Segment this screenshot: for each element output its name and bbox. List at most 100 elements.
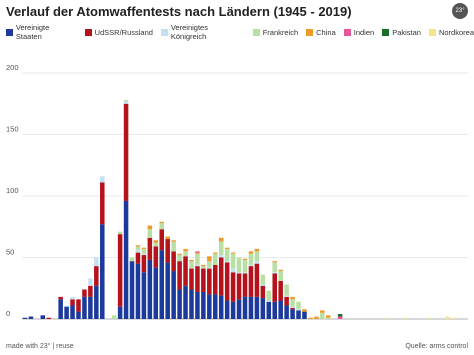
- bar-segment: [296, 310, 301, 319]
- legend-label: UdSSR/Russland: [94, 27, 153, 37]
- bar-segment: [213, 252, 218, 254]
- bar-segment: [171, 240, 176, 242]
- legend: Vereinigte Staaten UdSSR/Russland Vereinig…: [6, 23, 474, 41]
- bar-segment: [254, 261, 260, 264]
- bar-segment: [248, 264, 254, 267]
- bar-segment: [403, 317, 408, 319]
- bar-segment: [278, 280, 283, 301]
- bar-segment: [88, 296, 93, 319]
- bar-segment: [278, 271, 283, 281]
- bar-segment: [224, 300, 230, 319]
- bar-segment: [177, 289, 182, 319]
- bar-segment: [284, 305, 289, 319]
- legend-item[interactable]: Indien: [343, 23, 374, 41]
- bar-segment: [236, 273, 242, 300]
- bar-segment: [302, 309, 307, 312]
- legend-item[interactable]: UdSSR/Russland: [84, 23, 153, 41]
- bar-segment: [254, 251, 260, 262]
- bar-segment: [218, 255, 224, 258]
- bar-segment: [278, 300, 283, 319]
- legend-item[interactable]: Nordkorea: [428, 23, 474, 41]
- legend-item[interactable]: China: [306, 23, 336, 41]
- bar-segment: [290, 307, 295, 310]
- bar-segment: [64, 305, 69, 307]
- bar-segment: [76, 299, 81, 312]
- legend-item[interactable]: Pakistan: [382, 23, 421, 41]
- bar-segment: [236, 272, 242, 274]
- bar-segment: [201, 264, 206, 267]
- bar-segment: [242, 272, 248, 274]
- bar-segment: [230, 268, 236, 273]
- bar-segment: [278, 269, 283, 272]
- bar-segment: [272, 301, 277, 319]
- bar-segment: [177, 261, 182, 290]
- legend-swatch: [84, 28, 92, 36]
- bar-segment: [272, 272, 277, 274]
- footer-left[interactable]: made with 23° | reuse: [6, 343, 74, 350]
- legend-swatch: [428, 28, 436, 36]
- bar-segment: [314, 316, 319, 319]
- bar-segment: [242, 296, 248, 319]
- bar-segment: [266, 300, 272, 302]
- bar-segment: [337, 316, 343, 319]
- bar-segment: [129, 257, 135, 262]
- bar-segment: [302, 311, 307, 319]
- bar-segment: [296, 301, 301, 310]
- bar-segment: [28, 316, 34, 319]
- legend-item[interactable]: Vereinigte Staaten: [6, 23, 77, 41]
- legend-label: China: [316, 27, 336, 37]
- legend-swatch: [306, 28, 314, 36]
- bar-segment: [117, 306, 123, 319]
- legend-label: Frankreich: [262, 27, 299, 37]
- bar-segment: [320, 310, 325, 313]
- bar-segment: [147, 225, 153, 230]
- bar-segment: [46, 317, 52, 319]
- footer-source: Quelle: arms control: [405, 343, 468, 350]
- bar-segment: [260, 298, 266, 319]
- legend-label: Vereinigtes Königreich: [170, 23, 208, 41]
- bar-segment: [165, 239, 170, 263]
- bar-segment: [141, 272, 147, 319]
- bar-segment: [272, 273, 277, 302]
- bar-segment: [224, 261, 230, 263]
- bar-segment: [242, 259, 248, 273]
- bar-segment: [450, 317, 456, 319]
- bar-segment: [254, 296, 260, 319]
- bar-segment: [22, 317, 28, 319]
- bar-segment: [135, 252, 141, 264]
- legend-item[interactable]: Vereinigtes Königreich: [160, 23, 245, 41]
- bar-segment: [224, 248, 230, 262]
- bar-segment: [165, 236, 170, 240]
- bar-segment: [159, 229, 165, 251]
- legend-item[interactable]: Frankreich: [252, 23, 299, 41]
- bar-segment: [159, 250, 165, 319]
- bar-segment: [82, 289, 87, 297]
- bar-segment: [284, 296, 289, 306]
- bar-segment: [153, 240, 159, 243]
- bar-segment: [70, 299, 75, 306]
- bar-segment: [135, 250, 141, 253]
- bar-segment: [94, 285, 99, 319]
- bar-segment: [123, 101, 129, 104]
- bar-segment: [337, 314, 343, 317]
- bar-segment: [248, 296, 254, 319]
- bar-segment: [290, 309, 295, 319]
- legend-swatch: [382, 28, 390, 36]
- bar-segment: [254, 263, 260, 297]
- bar-segment: [111, 315, 117, 319]
- bar-segment: [201, 266, 206, 269]
- bar-segment: [159, 221, 165, 224]
- bar-segment: [224, 262, 230, 301]
- bar-segment: [123, 100, 129, 102]
- bar-segment: [141, 255, 147, 273]
- bar-segment: [308, 317, 313, 319]
- bar-segment: [242, 273, 248, 297]
- bar-segment: [141, 247, 147, 249]
- bar-segment: [94, 266, 99, 286]
- bar-segment: [147, 237, 153, 260]
- bar-segment: [195, 291, 200, 319]
- bar-segment: [230, 252, 236, 254]
- bar-segment: [230, 272, 236, 302]
